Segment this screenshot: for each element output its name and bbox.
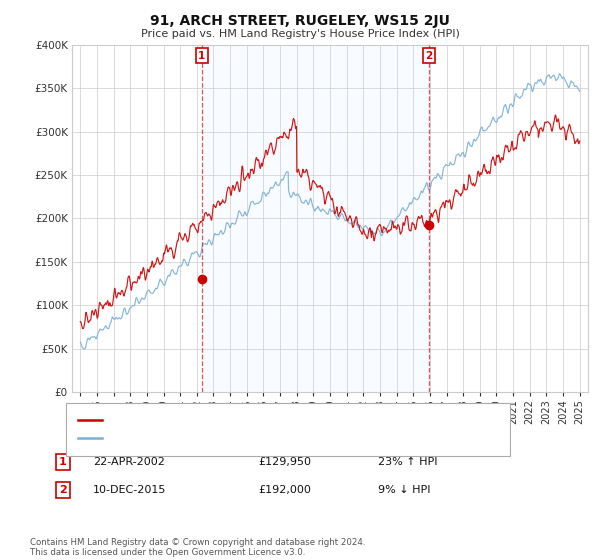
Text: £129,950: £129,950 xyxy=(258,457,311,467)
Text: 9% ↓ HPI: 9% ↓ HPI xyxy=(378,485,431,495)
Bar xyxy=(202,45,429,392)
Text: 2: 2 xyxy=(59,485,67,495)
Text: 23% ↑ HPI: 23% ↑ HPI xyxy=(378,457,437,467)
Text: 1: 1 xyxy=(59,457,67,467)
Text: 10-DEC-2015: 10-DEC-2015 xyxy=(93,485,166,495)
Text: 2: 2 xyxy=(425,51,433,61)
Text: 91, ARCH STREET, RUGELEY, WS15 2JU (detached house): 91, ARCH STREET, RUGELEY, WS15 2JU (deta… xyxy=(108,415,406,425)
Text: £192,000: £192,000 xyxy=(258,485,311,495)
Text: Contains HM Land Registry data © Crown copyright and database right 2024.
This d: Contains HM Land Registry data © Crown c… xyxy=(30,538,365,557)
Text: HPI: Average price, detached house, Cannock Chase: HPI: Average price, detached house, Cann… xyxy=(108,433,382,443)
Text: 1: 1 xyxy=(198,51,205,61)
Text: Price paid vs. HM Land Registry's House Price Index (HPI): Price paid vs. HM Land Registry's House … xyxy=(140,29,460,39)
Text: 91, ARCH STREET, RUGELEY, WS15 2JU: 91, ARCH STREET, RUGELEY, WS15 2JU xyxy=(150,14,450,28)
Text: 22-APR-2002: 22-APR-2002 xyxy=(93,457,165,467)
